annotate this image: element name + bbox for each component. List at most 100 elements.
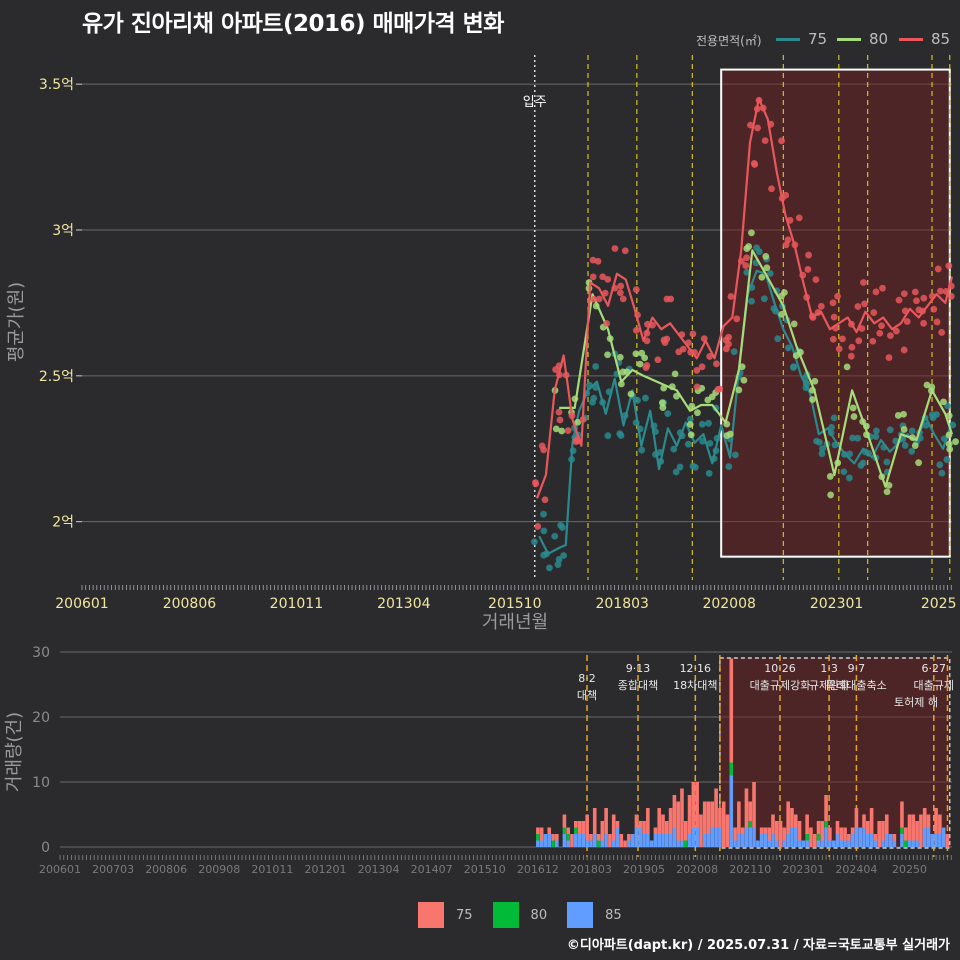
bar-segment (665, 834, 669, 847)
legend-bottom-item-75: 75 (418, 902, 473, 928)
scatter-point-85 (742, 262, 750, 269)
bar-segment (566, 840, 570, 847)
scatter-point-75 (730, 348, 738, 356)
scatter-point-85 (750, 159, 758, 167)
bar-segment (733, 840, 737, 847)
scatter-point-75 (558, 524, 566, 531)
scatter-point-75 (670, 445, 678, 453)
scatter-point-85 (572, 438, 580, 445)
bar-segment (634, 814, 639, 828)
bar-segment (585, 814, 589, 841)
scatter-point-85 (540, 446, 548, 454)
bar-segment (884, 834, 889, 847)
scatter-point-75 (540, 527, 548, 535)
bar-x-tick-label: 201803 (570, 863, 612, 876)
bar-x-tick-label: 201011 (251, 863, 293, 876)
scatter-point-75 (938, 469, 946, 477)
bar-segment (824, 795, 828, 821)
scatter-point-85 (621, 247, 629, 255)
policy-annotation-text: 대책 (577, 689, 597, 702)
scatter-point-85 (903, 318, 911, 325)
bar-y-tick-label: 0 (41, 840, 50, 856)
bar-segment (911, 840, 916, 847)
bar-segment (774, 821, 779, 841)
scatter-point-85 (870, 309, 878, 316)
scatter-point-85 (693, 383, 701, 391)
scatter-point-75 (706, 439, 714, 447)
bar-segment (926, 827, 931, 847)
legend-bottom-swatch-80 (492, 902, 519, 928)
scatter-point-85 (933, 318, 941, 326)
bar-segment (881, 840, 885, 847)
scatter-point-85 (848, 343, 856, 351)
bar-segment (866, 834, 870, 847)
bar-segment (900, 834, 904, 847)
scatter-point-75 (551, 532, 559, 540)
legend-bottom-label-80: 80 (530, 907, 548, 923)
bar-segment (589, 834, 593, 841)
bar-segment (577, 834, 582, 847)
scatter-point-85 (812, 276, 820, 284)
policy-annotation-text: 종합대책 (618, 679, 658, 692)
scatter-point-75 (949, 421, 957, 429)
policy-annotation-date: 12·16 (680, 662, 712, 675)
bar-segment (680, 788, 684, 841)
bar-segment (642, 821, 646, 834)
bar-segment (676, 801, 680, 841)
scatter-point-75 (642, 394, 649, 402)
bar-segment (668, 808, 673, 834)
scatter-point-80 (900, 410, 907, 418)
bar-segment (539, 827, 544, 841)
bar-segment (699, 814, 703, 847)
scatter-point-75 (604, 432, 612, 440)
bar-segment (657, 808, 662, 834)
bar-segment (555, 834, 559, 841)
bar-segment (866, 821, 870, 834)
scatter-point-85 (725, 333, 732, 341)
series-line-85 (535, 97, 954, 499)
scatter-point-80 (940, 398, 947, 406)
scatter-point-75 (531, 538, 538, 546)
legend-bottom-label-75: 75 (456, 907, 473, 923)
scatter-point-85 (817, 302, 825, 310)
scatter-point-80 (811, 377, 819, 385)
scatter-point-85 (861, 300, 868, 308)
bar-segment (725, 814, 730, 847)
bar-segment (581, 821, 586, 834)
scatter-point-85 (892, 327, 900, 335)
scatter-point-85 (693, 366, 701, 374)
bar-segment (850, 834, 855, 847)
bar-segment (930, 834, 935, 847)
bar-segment (835, 834, 840, 847)
policy-annotation-date: 8·2 (578, 672, 596, 685)
scatter-point-85 (876, 329, 884, 337)
bar-segment (934, 834, 938, 847)
scatter-point-75 (872, 433, 880, 441)
bar-segment (922, 808, 927, 828)
scatter-point-85 (839, 335, 846, 343)
scatter-point-85 (847, 352, 855, 360)
bar-segment (642, 834, 646, 847)
bar-segment (847, 840, 851, 847)
scatter-point-80 (827, 491, 835, 499)
scatter-point-85 (795, 214, 803, 222)
bar-segment (869, 808, 874, 834)
scatter-point-80 (659, 404, 667, 412)
scatter-point-85 (594, 257, 602, 265)
y-tick-label: 2억 (52, 515, 74, 531)
legend-bottom-swatch-85 (567, 902, 594, 928)
bar-segment (536, 834, 540, 841)
scatter-point-80 (883, 488, 891, 496)
scatter-point-75 (554, 561, 562, 568)
bar-segment (536, 840, 540, 847)
scatter-point-80 (632, 350, 640, 358)
bar-segment (763, 834, 768, 847)
bar-segment (820, 821, 825, 841)
bar-segment (828, 840, 832, 847)
bar-segment (805, 840, 809, 847)
scatter-point-80 (743, 245, 751, 252)
scatter-point-80 (748, 229, 755, 237)
legend-top-label: 전용면적(㎡) (696, 34, 762, 48)
scatter-point-80 (952, 438, 959, 446)
scatter-point-85 (733, 315, 741, 323)
